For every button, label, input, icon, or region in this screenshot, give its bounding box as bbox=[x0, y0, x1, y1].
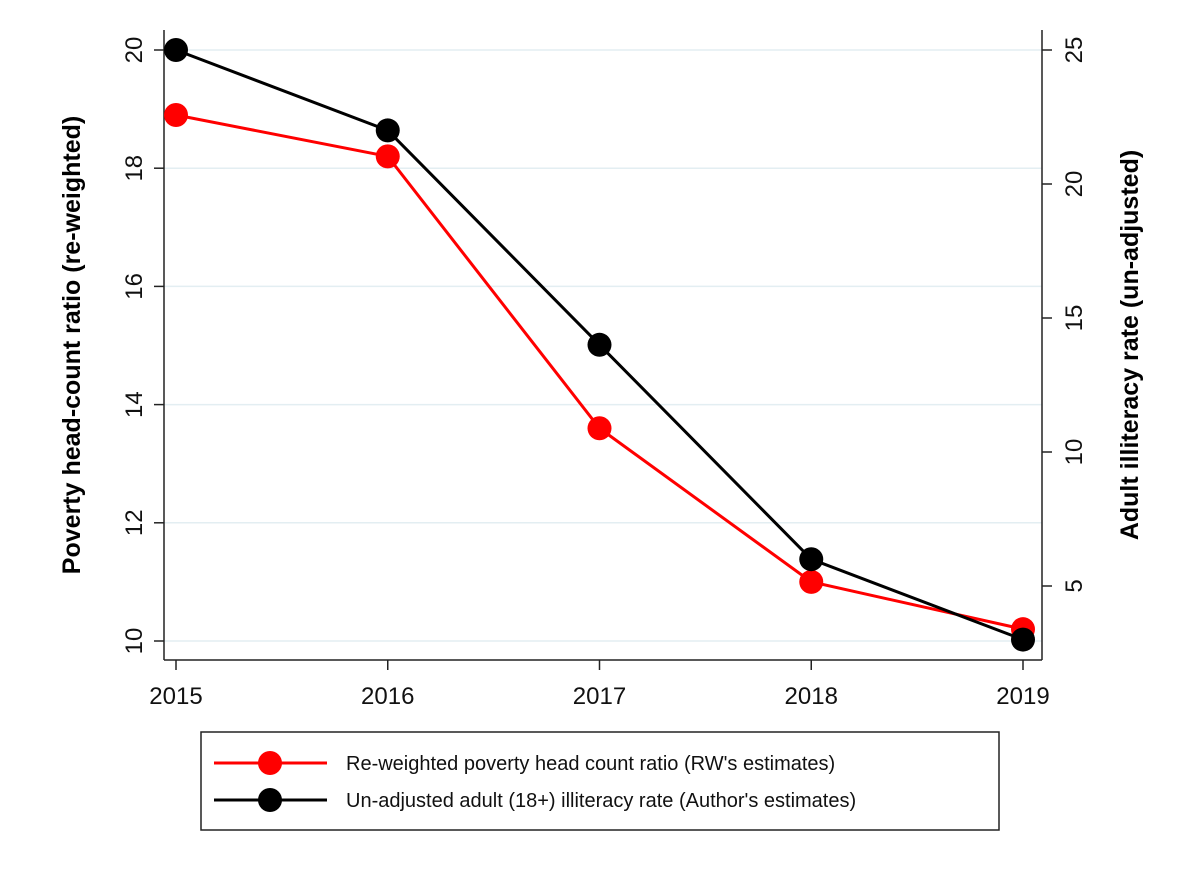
x-tick-label: 2017 bbox=[573, 683, 626, 710]
left-tick-label: 10 bbox=[121, 628, 148, 655]
data-point-illiteracy bbox=[375, 118, 400, 143]
left-tick-label: 20 bbox=[121, 37, 148, 64]
right-tick-label: 10 bbox=[1061, 439, 1088, 466]
data-point-illiteracy bbox=[587, 332, 612, 357]
gridlines bbox=[164, 49, 1042, 642]
left-axis-title: Poverty head-count ratio (re-weighted) bbox=[58, 116, 86, 574]
right-axis-title: Adult illiteracy rate (un-adjusted) bbox=[1116, 150, 1144, 540]
right-tick-label: 20 bbox=[1061, 171, 1088, 198]
x-tick-label: 2019 bbox=[996, 683, 1049, 710]
left-axis-ticks: 10 12 14 16 18 20 bbox=[121, 37, 164, 655]
left-tick-label: 18 bbox=[121, 155, 148, 182]
legend-label-illiteracy: Un-adjusted adult (18+) illiteracy rate … bbox=[346, 790, 856, 812]
right-tick-label: 5 bbox=[1061, 579, 1088, 592]
x-tick-label: 2015 bbox=[149, 683, 202, 710]
legend-marker-illiteracy bbox=[258, 788, 282, 812]
left-tick-label: 12 bbox=[121, 509, 148, 536]
x-tick-label: 2016 bbox=[361, 683, 414, 710]
series-group bbox=[164, 38, 1035, 652]
right-tick-label: 25 bbox=[1061, 37, 1088, 64]
x-axis-ticks: 2015 2016 2017 2018 2019 bbox=[149, 660, 1050, 710]
data-point-poverty bbox=[164, 103, 188, 128]
left-tick-label: 16 bbox=[121, 273, 148, 300]
legend: Re-weighted poverty head count ratio (RW… bbox=[200, 731, 1000, 831]
legend-label-poverty: Re-weighted poverty head count ratio (RW… bbox=[346, 753, 835, 775]
data-point-illiteracy bbox=[799, 547, 824, 572]
data-point-illiteracy bbox=[164, 38, 188, 62]
data-point-poverty bbox=[799, 569, 824, 594]
series-line-poverty bbox=[175, 113, 1024, 631]
data-point-poverty bbox=[375, 144, 400, 169]
data-point-illiteracy bbox=[1011, 627, 1035, 652]
legend-box bbox=[200, 731, 1000, 831]
right-tick-label: 15 bbox=[1061, 305, 1088, 332]
data-point-poverty bbox=[587, 416, 612, 441]
right-axis-ticks: 5 10 15 20 25 bbox=[1042, 37, 1088, 593]
axes bbox=[163, 30, 1043, 661]
legend-marker-poverty bbox=[258, 751, 282, 775]
x-tick-label: 2018 bbox=[785, 683, 838, 710]
left-tick-label: 14 bbox=[121, 391, 148, 418]
